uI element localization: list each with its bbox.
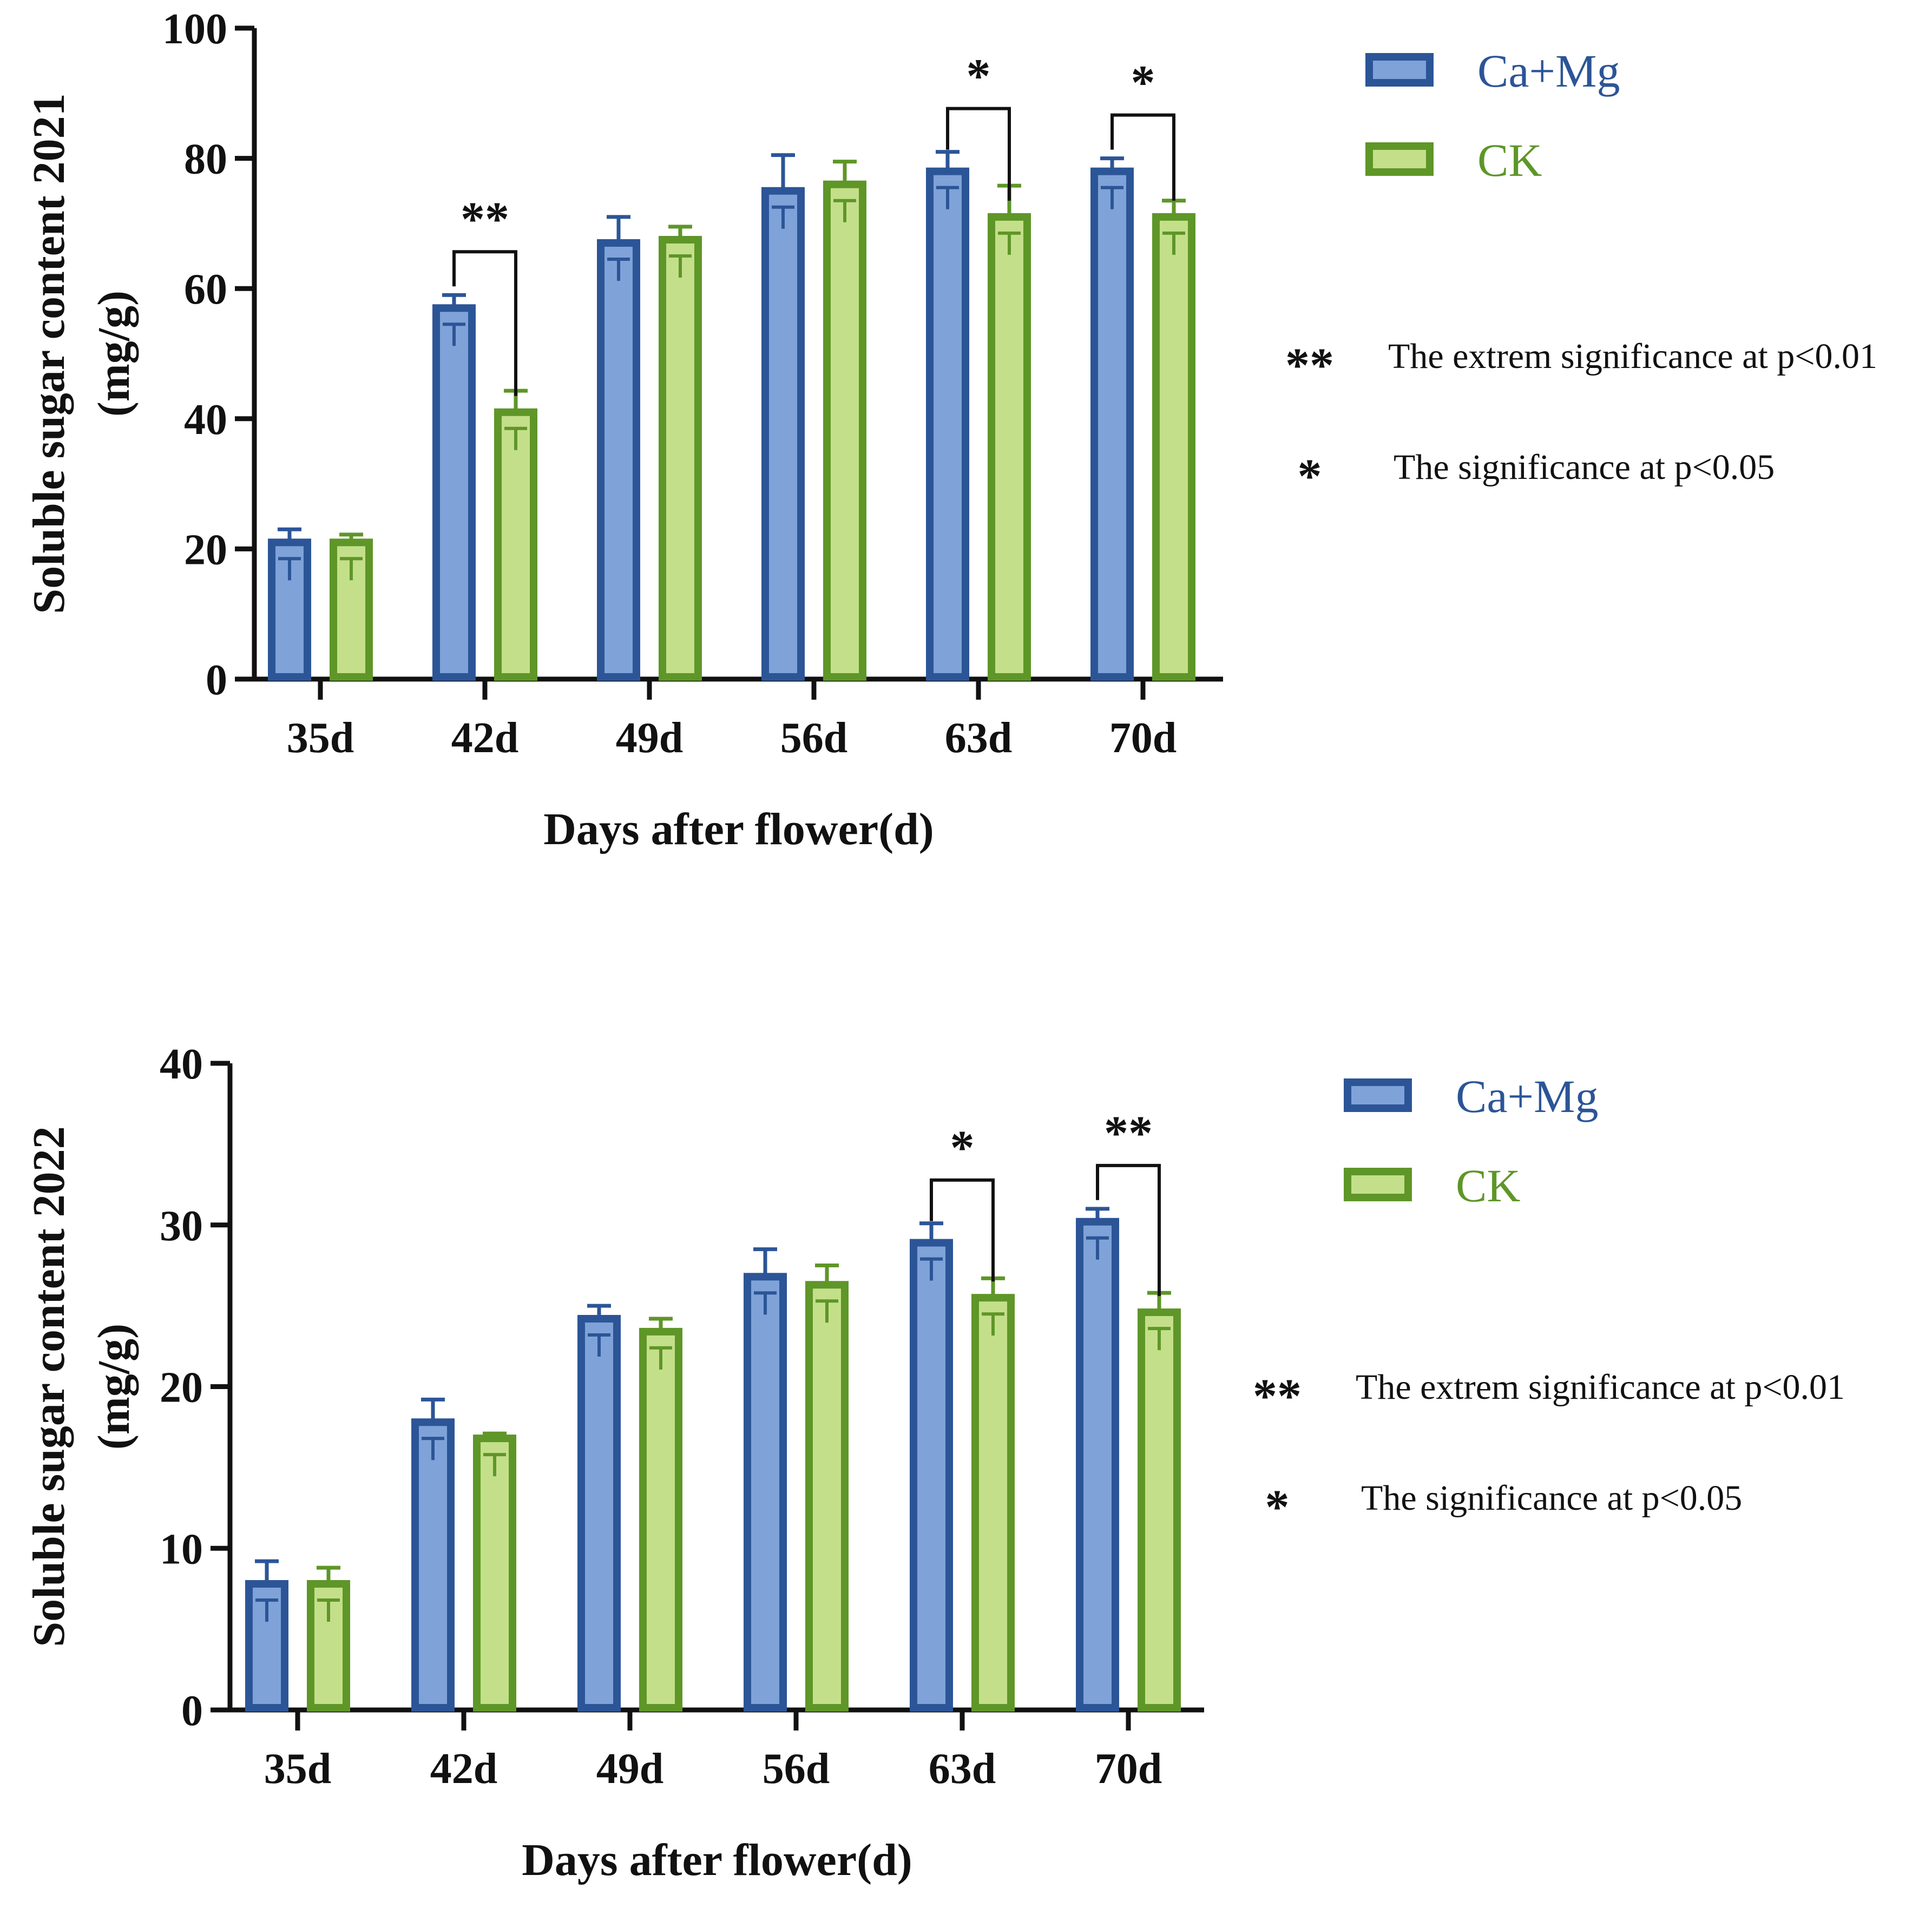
chart-2: 0 10 20 30 40 Soluble sugar content 2022 (mg/g… (24, 1041, 1845, 1885)
bar-ck (473, 1435, 516, 1712)
y-axis-title: Soluble sugar content 2022 (24, 1126, 74, 1647)
chart-1: 0 20 40 60 80 100 Soluble sugar content 2021 (m… (24, 5, 1877, 854)
y-tick-label: 30 (160, 1202, 203, 1250)
bar-ca-mg (926, 167, 969, 681)
bar-ca-mg (910, 1239, 953, 1712)
y-axis-title: Soluble sugar content 2021 (24, 93, 74, 614)
bar-ca-mg (577, 1315, 621, 1712)
bar-ca-mg (744, 1273, 787, 1712)
y-axis-title-unit: (mg/g) (89, 1324, 139, 1450)
significance-mark: * (1131, 56, 1155, 110)
bar-ca-mg (411, 1418, 455, 1712)
legend-swatch-ck (1344, 1168, 1412, 1201)
x-tick-label: 49d (596, 1745, 664, 1793)
x-tick-label: 56d (780, 714, 848, 762)
bar-ck (1138, 1308, 1181, 1712)
y-tick-label: 40 (184, 396, 227, 444)
note-text: The extrem significance at p<0.01 (1388, 337, 1877, 376)
y-tick-label: 100 (162, 5, 227, 53)
bar-ca-mg (1090, 167, 1134, 681)
x-tick-label: 63d (929, 1745, 996, 1793)
significance-bracket (930, 1178, 995, 1282)
y-tick-label: 10 (160, 1525, 203, 1573)
significance-mark: ** (461, 193, 509, 246)
x-tick-label: 35d (264, 1745, 332, 1793)
bar-ca-mg (597, 239, 640, 681)
y-tick-label: 60 (184, 266, 227, 313)
y-tick-label: 40 (160, 1041, 203, 1088)
note-text: The significance at p<0.05 (1394, 448, 1775, 487)
bar-ca-mg (432, 304, 476, 681)
x-tick-label: 56d (763, 1745, 830, 1793)
x-axis-title: Days after flower(d) (543, 804, 934, 854)
legend-label-ca-mg: Ca+Mg (1477, 45, 1620, 97)
legend-label-ca-mg: Ca+Mg (1456, 1070, 1599, 1122)
bar-ck (659, 235, 702, 681)
y-tick-label: 20 (184, 526, 227, 574)
note-mark: * (1265, 1481, 1290, 1534)
note-text: The extrem significance at p<0.01 (1356, 1367, 1845, 1407)
y-tick-label: 80 (184, 136, 227, 183)
y-tick-label: 0 (181, 1687, 203, 1735)
legend-label-ck: CK (1456, 1160, 1520, 1212)
bar-ck (805, 1281, 849, 1712)
bar-ck (494, 408, 537, 681)
legend-label-ck: CK (1477, 134, 1542, 186)
y-tick-label: 20 (160, 1364, 203, 1412)
x-tick-label: 70d (1095, 1745, 1162, 1793)
bar-ck (1152, 213, 1195, 681)
x-tick-label: 49d (616, 714, 684, 762)
note-text: The significance at p<0.05 (1361, 1478, 1742, 1518)
bar-ck (639, 1327, 682, 1712)
note-mark: * (1298, 450, 1322, 503)
significance-bracket (946, 107, 1011, 201)
x-tick-label: 63d (945, 714, 1013, 762)
legend-swatch-ca-mg (1344, 1078, 1412, 1112)
x-tick-label: 42d (430, 1745, 498, 1793)
significance-bracket (452, 250, 517, 396)
x-tick-label: 70d (1109, 714, 1177, 762)
x-tick-label: 42d (451, 714, 519, 762)
note-mark: ** (1285, 339, 1334, 392)
x-axis-title: Days after flower(d) (522, 1835, 912, 1885)
significance-mark: * (950, 1121, 975, 1175)
significance-bracket (1096, 1163, 1161, 1297)
significance-mark: * (967, 50, 991, 103)
y-tick-label: 0 (206, 656, 227, 704)
significance-bracket (1110, 113, 1175, 201)
bar-ck (988, 213, 1031, 681)
x-tick-label: 35d (287, 714, 354, 762)
significance-mark: ** (1104, 1107, 1153, 1160)
legend-swatch-ca-mg (1365, 53, 1434, 87)
bar-ck (823, 180, 866, 681)
bar-ca-mg (761, 187, 805, 681)
bar-ck (971, 1294, 1015, 1712)
bar-ca-mg (1076, 1218, 1119, 1712)
y-axis-title-unit: (mg/g) (89, 291, 139, 417)
note-mark: ** (1253, 1370, 1302, 1423)
legend-swatch-ck (1365, 142, 1434, 176)
